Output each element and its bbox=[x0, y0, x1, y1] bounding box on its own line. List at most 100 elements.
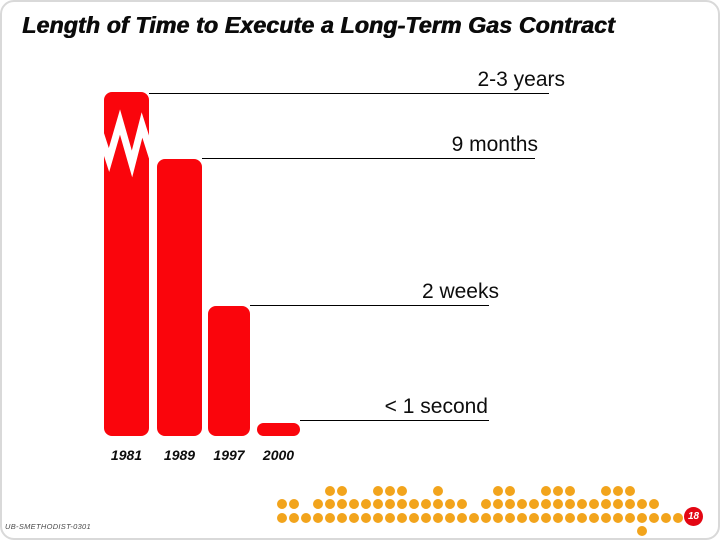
decorative-dot bbox=[529, 512, 539, 523]
decorative-dot bbox=[397, 486, 407, 496]
decorative-dot bbox=[337, 486, 347, 496]
leader-line-2000 bbox=[300, 420, 489, 422]
decorative-dot bbox=[325, 512, 335, 523]
decorative-dot bbox=[541, 486, 551, 496]
decorative-dot bbox=[625, 499, 635, 510]
decorative-dot bbox=[649, 499, 659, 510]
decorative-dot bbox=[421, 499, 431, 510]
decorative-dot bbox=[313, 512, 323, 523]
decorative-dot bbox=[409, 512, 419, 523]
bar-2000 bbox=[255, 421, 302, 438]
decorative-dot bbox=[277, 499, 287, 510]
year-label-1981: 1981 bbox=[110, 447, 143, 463]
decorative-dot bbox=[361, 512, 371, 523]
decorative-dot bbox=[553, 486, 563, 496]
bar-1989 bbox=[155, 157, 204, 438]
bar-1997 bbox=[206, 304, 252, 438]
decorative-dot bbox=[577, 512, 587, 523]
decorative-dot bbox=[277, 512, 287, 523]
decorative-dot bbox=[529, 499, 539, 510]
leader-line-1989 bbox=[202, 158, 535, 160]
duration-label-2000: < 1 second bbox=[384, 395, 488, 418]
decorative-dot bbox=[433, 499, 443, 510]
decorative-dot bbox=[613, 499, 623, 510]
decorative-dot bbox=[565, 499, 575, 510]
decorative-dot bbox=[649, 512, 659, 523]
decorative-dot bbox=[601, 486, 611, 496]
decorative-dot bbox=[637, 499, 647, 510]
duration-label-1997: 2 weeks bbox=[421, 280, 499, 303]
decorative-dot bbox=[349, 512, 359, 523]
decorative-dot bbox=[433, 486, 443, 496]
decorative-dot bbox=[661, 512, 671, 523]
decorative-dot bbox=[589, 499, 599, 510]
decorative-dot bbox=[349, 499, 359, 510]
duration-label-1989: 9 months bbox=[451, 133, 538, 156]
decorative-dot bbox=[385, 512, 395, 523]
decorative-dot bbox=[625, 486, 635, 496]
decorative-dot bbox=[457, 499, 467, 510]
decorative-dot bbox=[637, 526, 647, 537]
decorative-dot bbox=[601, 499, 611, 510]
decorative-dot bbox=[385, 499, 395, 510]
decorative-dot bbox=[361, 499, 371, 510]
decorative-dot bbox=[433, 512, 443, 523]
decorative-dot bbox=[565, 486, 575, 496]
decorative-dot bbox=[325, 499, 335, 510]
decorative-dot bbox=[589, 512, 599, 523]
decorative-dot bbox=[637, 512, 647, 523]
decorative-dot bbox=[613, 486, 623, 496]
decorative-dot bbox=[373, 512, 383, 523]
decorative-dot bbox=[673, 512, 683, 523]
decorative-dot bbox=[505, 512, 515, 523]
decorative-dot bbox=[541, 499, 551, 510]
decorative-dot bbox=[325, 486, 335, 496]
decorative-dot bbox=[301, 512, 311, 523]
duration-label-1981: 2-3 years bbox=[477, 68, 565, 91]
decorative-dot bbox=[505, 499, 515, 510]
bar-1981 bbox=[94, 90, 159, 438]
decorative-dot bbox=[289, 499, 299, 510]
decorative-dot bbox=[541, 512, 551, 523]
page-number: 18 bbox=[687, 511, 700, 522]
year-label-1997: 1997 bbox=[213, 447, 245, 463]
leader-line-1981 bbox=[149, 93, 549, 95]
decorative-dot bbox=[553, 512, 563, 523]
leader-line-1997 bbox=[250, 305, 489, 307]
decorative-dot bbox=[625, 512, 635, 523]
decorative-dot bbox=[601, 512, 611, 523]
decorative-dot bbox=[337, 512, 347, 523]
decorative-dot bbox=[421, 512, 431, 523]
decorative-dot bbox=[613, 512, 623, 523]
decorative-dot bbox=[517, 512, 527, 523]
year-label-1989: 1989 bbox=[163, 447, 196, 463]
decorative-dot bbox=[481, 512, 491, 523]
decorative-dot bbox=[493, 486, 503, 496]
axis-break-zigzag-icon bbox=[94, 109, 159, 178]
decorative-dot bbox=[409, 499, 419, 510]
decorative-dot bbox=[337, 499, 347, 510]
decorative-dot bbox=[373, 499, 383, 510]
decorative-dot bbox=[493, 499, 503, 510]
footer-document-code: UB-SMETHODIST-0301 bbox=[5, 522, 91, 531]
decorative-dot bbox=[313, 499, 323, 510]
decorative-dot bbox=[373, 486, 383, 496]
decorative-dot bbox=[457, 512, 467, 523]
decorative-dot bbox=[397, 499, 407, 510]
decorative-dot bbox=[565, 512, 575, 523]
decorative-dot bbox=[397, 512, 407, 523]
decorative-dot bbox=[481, 499, 491, 510]
decorative-dot bbox=[445, 499, 455, 510]
decorative-dot bbox=[505, 486, 515, 496]
decorative-dot bbox=[517, 499, 527, 510]
year-label-2000: 2000 bbox=[262, 447, 295, 463]
decorative-dot bbox=[577, 499, 587, 510]
decorative-dot bbox=[385, 486, 395, 496]
decorative-dot bbox=[445, 512, 455, 523]
decorative-dot bbox=[289, 512, 299, 523]
page-number-badge: 18 bbox=[684, 507, 703, 526]
page-title: Length of Time to Execute a Long-Term Ga… bbox=[22, 12, 615, 38]
decorative-dot bbox=[553, 499, 563, 510]
decorative-dot bbox=[493, 512, 503, 523]
